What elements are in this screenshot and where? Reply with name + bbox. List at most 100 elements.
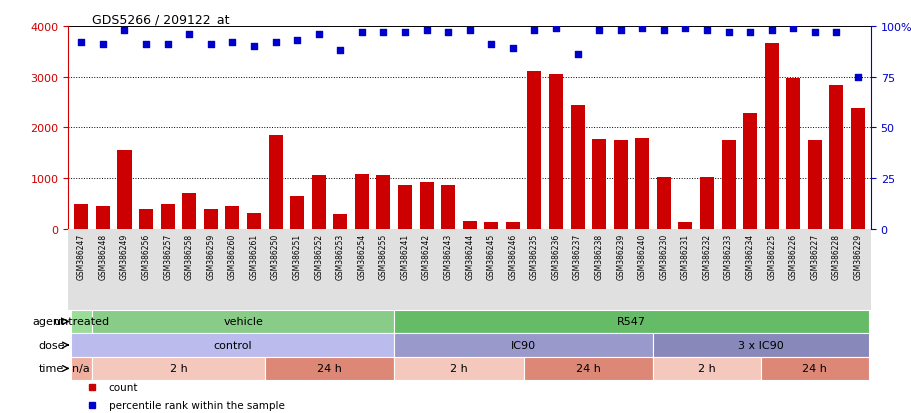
Point [74, 40, 88, 46]
Text: control: control [213, 340, 251, 350]
Bar [70, 333, 394, 357]
Text: 24 h: 24 h [317, 363, 342, 373]
Bar [264, 357, 394, 380]
Point [225, 40, 240, 46]
Bar [394, 310, 868, 333]
Bar [506, 223, 519, 229]
Bar [182, 194, 196, 229]
Text: GSM386255: GSM386255 [378, 233, 387, 279]
Point [785, 26, 800, 32]
Text: agent: agent [32, 317, 65, 327]
Bar [118, 150, 131, 229]
Text: 24 h: 24 h [802, 363, 826, 373]
Bar [807, 141, 821, 229]
Point [311, 32, 325, 38]
Point [548, 26, 563, 32]
Point [828, 30, 843, 36]
Text: GSM386234: GSM386234 [745, 233, 753, 279]
Bar [548, 75, 562, 229]
Point [484, 42, 498, 48]
Text: GSM386254: GSM386254 [357, 233, 366, 279]
Text: untreated: untreated [54, 317, 108, 327]
Point [333, 48, 347, 55]
Text: GSM386235: GSM386235 [529, 233, 538, 279]
Text: GSM386239: GSM386239 [616, 233, 625, 279]
Bar [785, 79, 800, 229]
Point [181, 32, 196, 38]
Point [806, 30, 821, 36]
Text: GSM386248: GSM386248 [98, 233, 107, 279]
Bar [635, 139, 649, 229]
Text: GSM386233: GSM386233 [723, 233, 732, 279]
Text: 2 h: 2 h [449, 363, 467, 373]
Text: GSM386249: GSM386249 [120, 233, 128, 279]
Point [591, 28, 606, 34]
Bar [312, 176, 325, 229]
Point [440, 30, 455, 36]
Bar [721, 140, 735, 229]
Bar [763, 44, 778, 229]
Text: 24 h: 24 h [575, 363, 600, 373]
Point [505, 46, 519, 52]
Bar [160, 204, 175, 229]
Text: GSM386238: GSM386238 [594, 233, 603, 279]
Bar [613, 140, 627, 229]
Bar [419, 183, 433, 229]
Text: GSM386225: GSM386225 [766, 233, 775, 279]
Text: 3 x IC90: 3 x IC90 [737, 340, 783, 350]
Bar [376, 176, 390, 229]
Bar [397, 185, 412, 229]
Bar [333, 214, 347, 229]
Point [419, 28, 434, 34]
Text: GSM386246: GSM386246 [507, 233, 517, 279]
Text: GSM386237: GSM386237 [572, 233, 581, 279]
Point [160, 42, 175, 48]
Bar [394, 333, 652, 357]
Bar [570, 106, 584, 229]
Text: GSM386258: GSM386258 [185, 233, 193, 279]
Bar [92, 357, 264, 380]
Point [268, 40, 282, 46]
Bar [484, 222, 497, 229]
Point [354, 30, 369, 36]
Text: GSM386244: GSM386244 [465, 233, 474, 279]
Bar [742, 114, 756, 229]
Point [763, 28, 778, 34]
Text: 2 h: 2 h [169, 363, 187, 373]
Text: GSM386236: GSM386236 [551, 233, 560, 279]
Point [96, 42, 110, 48]
Point [699, 28, 713, 34]
Point [290, 38, 304, 44]
Text: GSM386257: GSM386257 [163, 233, 172, 279]
Point [742, 30, 757, 36]
Bar [70, 310, 92, 333]
Bar [527, 71, 541, 229]
Point [246, 44, 261, 50]
Text: GSM386241: GSM386241 [400, 233, 409, 279]
Point [634, 26, 649, 32]
Bar [850, 109, 864, 229]
Bar [678, 222, 691, 229]
Bar [462, 221, 476, 229]
Text: GDS5266 / 209122_at: GDS5266 / 209122_at [92, 13, 230, 26]
Text: GSM386230: GSM386230 [659, 233, 668, 279]
Text: GSM386240: GSM386240 [637, 233, 646, 279]
Point [656, 28, 670, 34]
Text: GSM386229: GSM386229 [853, 233, 862, 279]
Point [203, 42, 218, 48]
Bar [75, 204, 88, 229]
Text: GSM386245: GSM386245 [486, 233, 496, 279]
Bar [247, 214, 261, 229]
Text: GSM386250: GSM386250 [271, 233, 280, 279]
Text: GSM386259: GSM386259 [206, 233, 215, 279]
Point [527, 28, 541, 34]
Bar [354, 175, 368, 229]
Bar [652, 357, 760, 380]
Text: R547: R547 [617, 317, 645, 327]
Point [569, 52, 584, 59]
Text: GSM386232: GSM386232 [701, 233, 711, 279]
Text: time: time [39, 363, 65, 373]
Text: GSM386247: GSM386247 [77, 233, 86, 279]
Bar [394, 357, 523, 380]
Text: GSM386226: GSM386226 [788, 233, 797, 279]
